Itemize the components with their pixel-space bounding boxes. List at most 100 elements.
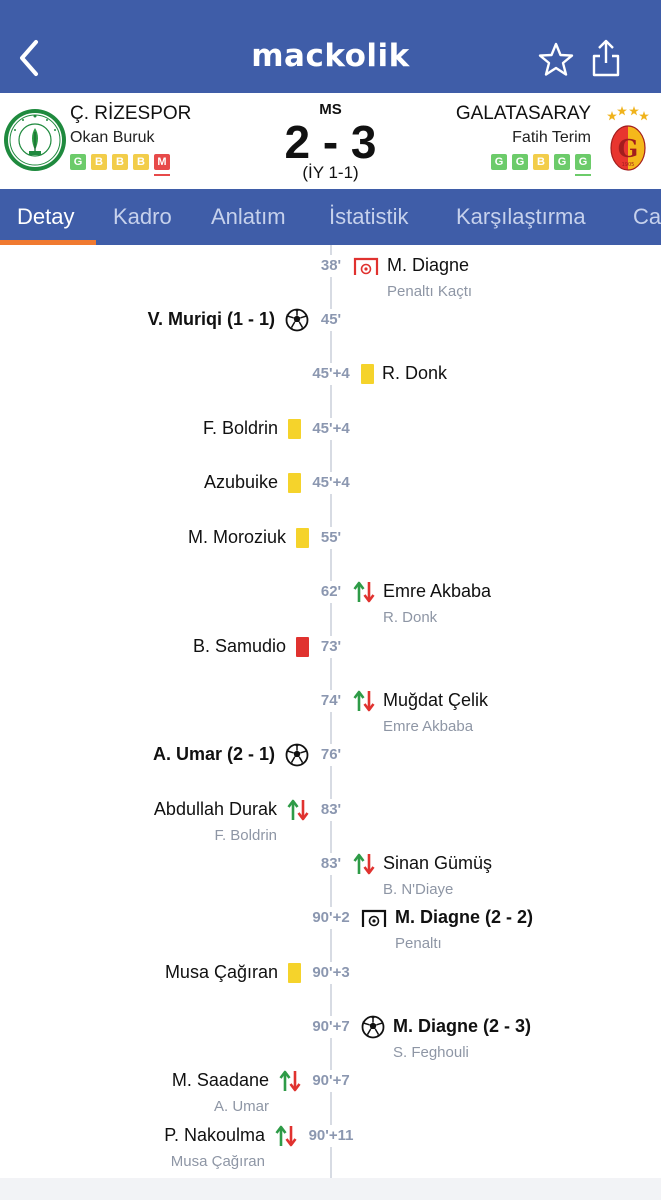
tab-kar-la-t-rma[interactable]: Karşılaştırma	[456, 204, 586, 229]
galatasaray-crest-icon: G 1905	[607, 106, 649, 171]
tab-anlat-m[interactable]: Anlatım	[211, 204, 286, 229]
penalty-goal-icon	[361, 909, 387, 927]
event-player-name[interactable]: M. Saadane	[171, 1070, 269, 1090]
event-minute: 45'	[317, 309, 345, 331]
event-detail-text: S. Feghouli	[393, 1044, 469, 1061]
tab-i-statistik[interactable]: İstatistik	[329, 204, 409, 229]
event-detail-text: R. Donk	[383, 609, 438, 626]
yellow-card-icon	[361, 364, 374, 384]
substitution-icon	[279, 1070, 301, 1092]
substitution-icon	[275, 1125, 297, 1147]
event-player-name[interactable]: Azubuike	[203, 472, 278, 492]
away-coach-name: Fatih Terim	[512, 129, 591, 146]
event-player-name[interactable]: F. Boldrin	[202, 418, 278, 438]
event-player-name[interactable]: P. Nakoulma	[164, 1125, 265, 1145]
away-form-badge: G	[554, 154, 570, 170]
event-player-name[interactable]: R. Donk	[382, 363, 448, 383]
event-player-name[interactable]: M. Diagne	[387, 255, 470, 275]
match-score: 2 - 3	[284, 116, 377, 168]
share-icon	[592, 39, 620, 77]
event-minute: 74'	[317, 690, 345, 712]
home-form-badge: B	[133, 154, 149, 170]
chevron-left-icon	[20, 40, 38, 76]
substitution-icon	[353, 690, 375, 712]
event-minute: 90'+11	[305, 1125, 357, 1147]
event-player-name[interactable]: V. Muriqi (1 - 1)	[147, 309, 275, 329]
event-minute: 76'	[317, 744, 345, 766]
event-player-name[interactable]: B. Samudio	[192, 636, 286, 656]
event-player-name[interactable]: M. Moroziuk	[187, 527, 286, 547]
event-minute: 45'+4	[309, 418, 353, 440]
favorite-button[interactable]	[538, 42, 574, 78]
share-button[interactable]	[590, 38, 622, 78]
match-status: MS	[319, 101, 342, 118]
goal-icon	[361, 1015, 385, 1039]
event-player-name[interactable]: Sinan Gümüş	[383, 853, 493, 873]
event-detail-text: A. Umar	[213, 1098, 269, 1115]
home-team-name: Ç. RİZESPOR	[70, 103, 192, 124]
yellow-card-icon	[296, 528, 309, 548]
back-button[interactable]	[14, 36, 54, 80]
home-form-badge: G	[70, 154, 86, 170]
event-minute: 73'	[317, 636, 345, 658]
home-form-badge: B	[112, 154, 128, 170]
event-detail-text: Musa Çağıran	[170, 1153, 265, 1170]
event-minute: 38'	[317, 255, 345, 277]
goal-icon	[285, 308, 309, 332]
event-player-name[interactable]: A. Umar (2 - 1)	[152, 744, 275, 764]
half-time-score: (İY 1-1)	[302, 163, 359, 182]
away-team-name: GALATASARAY	[455, 103, 591, 124]
red-card-icon	[296, 637, 309, 657]
tab-bar: Detay Kadro Anlatım İstatistik Karşılaştırma…	[0, 189, 661, 245]
event-player-name[interactable]: Muğdat Çelik	[383, 690, 489, 710]
away-form-badge: G	[575, 154, 591, 176]
event-player-name[interactable]: Emre Akbaba	[383, 581, 492, 601]
event-detail-text: F. Boldrin	[214, 827, 277, 844]
yellow-card-icon	[288, 419, 301, 439]
event-minute: 45'+4	[309, 363, 353, 385]
event-player-name[interactable]: Abdullah Durak	[153, 799, 277, 819]
event-minute: 55'	[317, 527, 345, 549]
event-detail-text: Penaltı Kaçtı	[387, 283, 473, 300]
event-minute: 90'+7	[309, 1016, 353, 1038]
app-logo: mackolik	[251, 38, 410, 74]
rizespor-crest-icon	[4, 109, 66, 171]
substitution-icon	[287, 799, 309, 821]
tab-ca[interactable]: Ca	[633, 204, 661, 229]
active-tab-indicator	[0, 240, 96, 245]
tab-detay[interactable]: Detay	[17, 204, 75, 229]
away-form-badge: G	[491, 154, 507, 170]
event-player-name[interactable]: Musa Çağıran	[164, 962, 278, 982]
event-detail-text: Emre Akbaba	[383, 718, 474, 735]
bottom-strip	[0, 1178, 661, 1200]
event-detail-text: Penaltı	[395, 935, 442, 952]
goal-icon	[285, 743, 309, 767]
substitution-icon	[353, 853, 375, 875]
event-timeline: 38' M. Diagne Penaltı Kaçtı 45' V. Muriqi (1…	[0, 245, 661, 1180]
home-coach-name: Okan Buruk	[70, 129, 155, 146]
star-outline-icon	[538, 42, 574, 76]
home-form-badge: M	[154, 154, 170, 176]
event-minute: 83'	[317, 853, 345, 875]
event-minute: 83'	[317, 799, 345, 821]
event-player-name[interactable]: M. Diagne (2 - 3)	[393, 1016, 532, 1036]
event-detail-text: B. N'Diaye	[383, 881, 454, 898]
substitution-icon	[353, 581, 375, 603]
top-app-bar: mackolik	[0, 0, 661, 93]
svg-text:G: G	[618, 134, 639, 163]
event-minute: 90'+2	[309, 907, 353, 929]
away-form-badge: G	[512, 154, 528, 170]
event-minute: 90'+7	[309, 1070, 353, 1092]
missed-penalty-icon	[353, 257, 379, 275]
yellow-card-icon	[288, 473, 301, 493]
event-minute: 62'	[317, 581, 345, 603]
event-minute: 45'+4	[309, 472, 353, 494]
tab-kadro[interactable]: Kadro	[113, 204, 172, 229]
svg-text:1905: 1905	[622, 162, 635, 168]
event-player-name[interactable]: M. Diagne (2 - 2)	[395, 907, 534, 927]
away-form-badge: B	[533, 154, 549, 170]
yellow-card-icon	[288, 963, 301, 983]
